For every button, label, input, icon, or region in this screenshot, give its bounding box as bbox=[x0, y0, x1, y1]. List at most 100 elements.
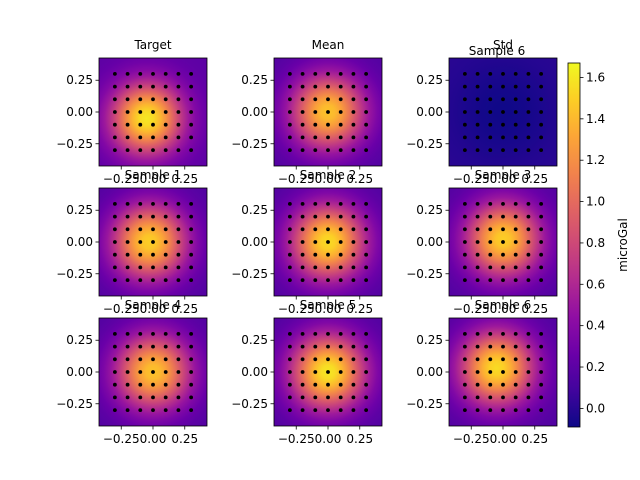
station-point bbox=[300, 382, 305, 387]
station-point bbox=[287, 331, 292, 336]
station-point bbox=[163, 265, 168, 270]
station-point bbox=[462, 227, 467, 232]
station-point bbox=[526, 252, 531, 257]
station-point bbox=[338, 344, 343, 349]
station-point bbox=[163, 135, 168, 140]
y-tick-label: 0.00 bbox=[416, 365, 443, 379]
station-point bbox=[326, 148, 330, 153]
station-point bbox=[462, 97, 467, 102]
y-tick-label: 0.00 bbox=[241, 105, 268, 119]
station-point bbox=[338, 370, 343, 374]
station-point bbox=[338, 135, 343, 140]
station-point bbox=[125, 110, 130, 114]
y-tick-label: 0.25 bbox=[66, 203, 93, 217]
station-point bbox=[488, 214, 493, 219]
station-point bbox=[151, 148, 155, 153]
x-tick-label: 0.25 bbox=[346, 432, 373, 446]
station-point bbox=[351, 97, 356, 102]
colorbar-tick-label: 0.8 bbox=[586, 236, 605, 250]
station-point bbox=[351, 214, 356, 219]
station-point bbox=[326, 97, 330, 102]
station-point bbox=[112, 227, 117, 232]
station-point bbox=[488, 71, 493, 76]
station-point bbox=[338, 395, 343, 400]
station-point bbox=[488, 110, 493, 114]
station-point bbox=[513, 227, 518, 232]
station-point bbox=[326, 214, 330, 219]
station-point bbox=[364, 135, 369, 140]
x-tick-label: 0.00 bbox=[315, 432, 342, 446]
station-point bbox=[300, 331, 305, 336]
station-point bbox=[112, 382, 117, 387]
station-point bbox=[462, 252, 467, 257]
station-point bbox=[488, 278, 493, 283]
station-point bbox=[326, 252, 330, 257]
station-point bbox=[326, 278, 330, 283]
station-point bbox=[189, 408, 194, 413]
station-point bbox=[364, 395, 369, 400]
station-point bbox=[326, 135, 330, 140]
station-point bbox=[526, 331, 531, 336]
station-point bbox=[462, 84, 467, 89]
station-point bbox=[125, 252, 130, 257]
station-point bbox=[300, 148, 305, 153]
station-point bbox=[176, 331, 181, 336]
station-point bbox=[125, 408, 130, 413]
y-tick-label: −0.25 bbox=[231, 397, 268, 411]
station-point bbox=[501, 97, 505, 102]
panel-title: Sample 4 bbox=[125, 298, 181, 312]
station-point bbox=[526, 201, 531, 206]
station-point bbox=[125, 148, 130, 153]
station-point bbox=[176, 135, 181, 140]
station-point bbox=[501, 148, 505, 153]
station-point bbox=[526, 357, 531, 362]
station-point bbox=[501, 240, 505, 244]
station-point bbox=[189, 97, 194, 102]
station-point bbox=[338, 252, 343, 257]
station-point bbox=[513, 201, 518, 206]
station-point bbox=[176, 395, 181, 400]
y-tick-label: 0.00 bbox=[241, 365, 268, 379]
station-point bbox=[138, 135, 143, 140]
y-tick-label: −0.25 bbox=[56, 397, 93, 411]
station-point bbox=[338, 148, 343, 153]
station-point bbox=[287, 408, 292, 413]
colorbar: 0.0 0.2 0.4 0.6 0.8 1.0 1.2 1.4 1.6 microGal bbox=[567, 62, 630, 428]
station-point bbox=[513, 408, 518, 413]
station-point bbox=[513, 110, 518, 114]
station-point bbox=[313, 227, 318, 232]
station-point bbox=[287, 265, 292, 270]
station-point bbox=[475, 122, 480, 127]
panel-title: Sample 5 bbox=[300, 298, 356, 312]
station-point bbox=[501, 214, 505, 219]
station-point bbox=[151, 135, 155, 140]
y-tick-label: −0.25 bbox=[406, 267, 443, 281]
station-point bbox=[488, 331, 493, 336]
panel-title: Target bbox=[133, 38, 171, 52]
y-tick-label: 0.25 bbox=[241, 333, 268, 347]
station-point bbox=[462, 357, 467, 362]
station-point bbox=[501, 278, 505, 283]
station-point bbox=[539, 278, 544, 283]
station-point bbox=[364, 408, 369, 413]
station-point bbox=[364, 97, 369, 102]
station-point bbox=[151, 84, 155, 89]
station-point bbox=[125, 331, 130, 336]
colorbar-tick-label: 1.6 bbox=[586, 70, 605, 84]
station-point bbox=[364, 122, 369, 127]
x-tick-label: −0.25 bbox=[453, 432, 490, 446]
station-point bbox=[513, 344, 518, 349]
station-point bbox=[488, 240, 493, 244]
station-point bbox=[287, 97, 292, 102]
station-point bbox=[351, 382, 356, 387]
station-point bbox=[313, 71, 318, 76]
station-point bbox=[287, 214, 292, 219]
station-point bbox=[539, 382, 544, 387]
station-point bbox=[287, 344, 292, 349]
x-tick-label: 0.00 bbox=[490, 432, 517, 446]
station-point bbox=[539, 265, 544, 270]
station-point bbox=[176, 110, 181, 114]
station-point bbox=[501, 265, 505, 270]
station-point bbox=[364, 252, 369, 257]
